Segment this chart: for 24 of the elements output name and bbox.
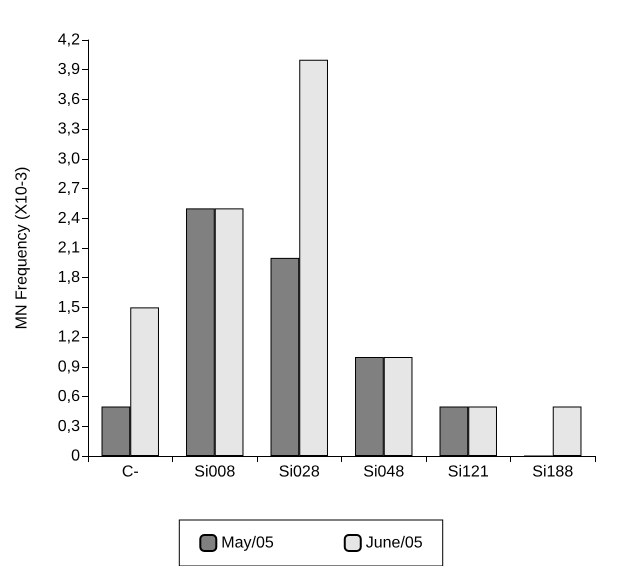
y-tick-label: 3,0 bbox=[58, 150, 80, 168]
y-tick-label: 2,4 bbox=[58, 210, 80, 227]
legend-label: May/05 bbox=[221, 534, 274, 552]
y-tick-label: 2,1 bbox=[58, 240, 80, 256]
y-tick-label: 1,8 bbox=[58, 269, 80, 286]
y-tick-label: 0,9 bbox=[58, 358, 80, 376]
y-tick-label: 2,7 bbox=[58, 180, 80, 198]
x-tick-label: Si008 bbox=[194, 464, 236, 480]
y-tick-label: 4,2 bbox=[58, 32, 80, 48]
x-tick-label: Si048 bbox=[363, 464, 404, 480]
y-tick-label: 3,3 bbox=[58, 120, 80, 138]
y-tick-label: 0 bbox=[71, 448, 80, 464]
y-tick-label: 1,5 bbox=[58, 298, 80, 316]
y-tick-label: 3,6 bbox=[58, 90, 80, 108]
y-tick-label: 0,6 bbox=[58, 388, 80, 406]
x-tick-label: C- bbox=[122, 464, 139, 480]
y-tick-label: 1,2 bbox=[58, 328, 80, 346]
x-tick-label: Si188 bbox=[532, 464, 574, 480]
y-tick-label: 3,9 bbox=[58, 61, 80, 78]
y-axis-title: MN Frequency (X10-3) bbox=[14, 166, 30, 330]
x-tick-label: Si028 bbox=[278, 464, 320, 480]
legend-label: June/05 bbox=[366, 534, 423, 552]
x-tick-label: Si121 bbox=[448, 464, 489, 480]
y-tick-label: 0,3 bbox=[58, 418, 80, 435]
